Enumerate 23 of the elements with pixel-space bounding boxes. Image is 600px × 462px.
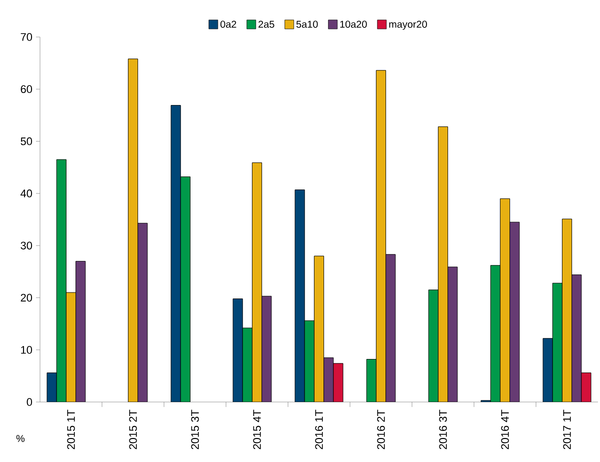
x-tick-label: 2016 3T (439, 410, 447, 450)
y-tick-label: 0 (26, 398, 32, 406)
y-tick-label: 50 (20, 137, 32, 146)
y-tick-label: 20 (20, 294, 32, 302)
y-tick-label: 40 (20, 190, 32, 198)
legend-label: 2a5 (258, 20, 274, 28)
legend-label: 0a2 (220, 20, 236, 28)
legend-label: mayor20 (389, 20, 427, 30)
x-tick-label: 2015 4T (253, 410, 261, 450)
y-axis-title: % (16, 435, 25, 442)
legend-label: 10a20 (340, 20, 367, 28)
y-tick-label: 70 (20, 33, 32, 41)
legend-label: 5a10 (296, 20, 318, 28)
x-tick-label: 2015 2T (129, 410, 137, 450)
x-tick-label: 2016 1T (315, 410, 323, 450)
x-tick-label: 2016 2T (377, 410, 385, 450)
x-tick-label: 2016 4T (501, 410, 509, 450)
y-tick-label: 10 (21, 346, 32, 354)
x-tick-label: 2015 1T (67, 410, 75, 450)
y-tick-label: 30 (20, 242, 32, 250)
y-tick-label: 60 (20, 85, 32, 94)
x-tick-label: 2015 3T (191, 410, 199, 450)
x-tick-label: 2017 1T (563, 410, 571, 450)
